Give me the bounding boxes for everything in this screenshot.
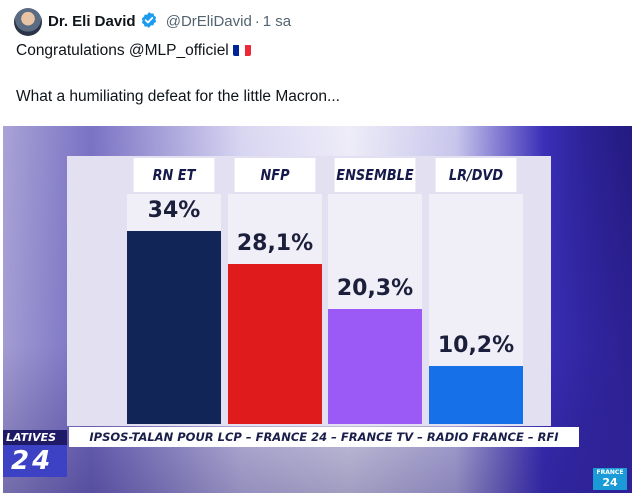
column-header: RN ET ALLIÉS — [133, 158, 215, 218]
value-label: 34% — [147, 198, 201, 223]
tweet-header: Dr. Eli David @DrEliDavid · 1 sa Congratul… — [0, 0, 632, 126]
column-header: ENSEMBLE — [334, 158, 416, 192]
source-strip: IPSOS-TALAN POUR LCP – FRANCE 24 – FRANC… — [69, 427, 579, 447]
column-header: NFP — [234, 158, 316, 192]
column-header: LR/DVD — [435, 158, 517, 192]
display-name[interactable]: Dr. Eli David — [48, 13, 136, 30]
avatar[interactable] — [14, 8, 42, 36]
bar — [127, 231, 221, 424]
timestamp[interactable]: 1 sa — [262, 13, 292, 30]
tweet-text: Congratulations @MLP_officiel — [16, 42, 229, 59]
france-flag-icon — [232, 44, 251, 56]
handle[interactable]: @DrEliDavid — [165, 13, 252, 30]
channel-banner-label: LATIVES — [3, 430, 67, 445]
bar — [228, 264, 322, 424]
tweet-text-line-2: What a humiliating defeat for the little… — [16, 88, 340, 105]
tweet-media-image[interactable]: IPSOS-TALAN POUR LCP – FRANCE 24 – FRANC… — [3, 126, 632, 493]
france24-logo: FRANCE 24 — [593, 468, 627, 490]
author-row: Dr. Eli David @DrEliDavid · 1 sa — [48, 11, 291, 35]
tweet-text-line-1: Congratulations @MLP_officiel — [16, 42, 251, 60]
verified-badge-icon — [140, 11, 158, 35]
value-label: 20,3% — [336, 275, 414, 301]
value-label: 28,1% — [236, 231, 314, 257]
bar — [328, 308, 422, 424]
channel-banner-number: 24 — [3, 445, 67, 477]
bar — [429, 366, 523, 424]
separator: · — [254, 13, 260, 30]
value-label: 10,2% — [437, 333, 515, 359]
